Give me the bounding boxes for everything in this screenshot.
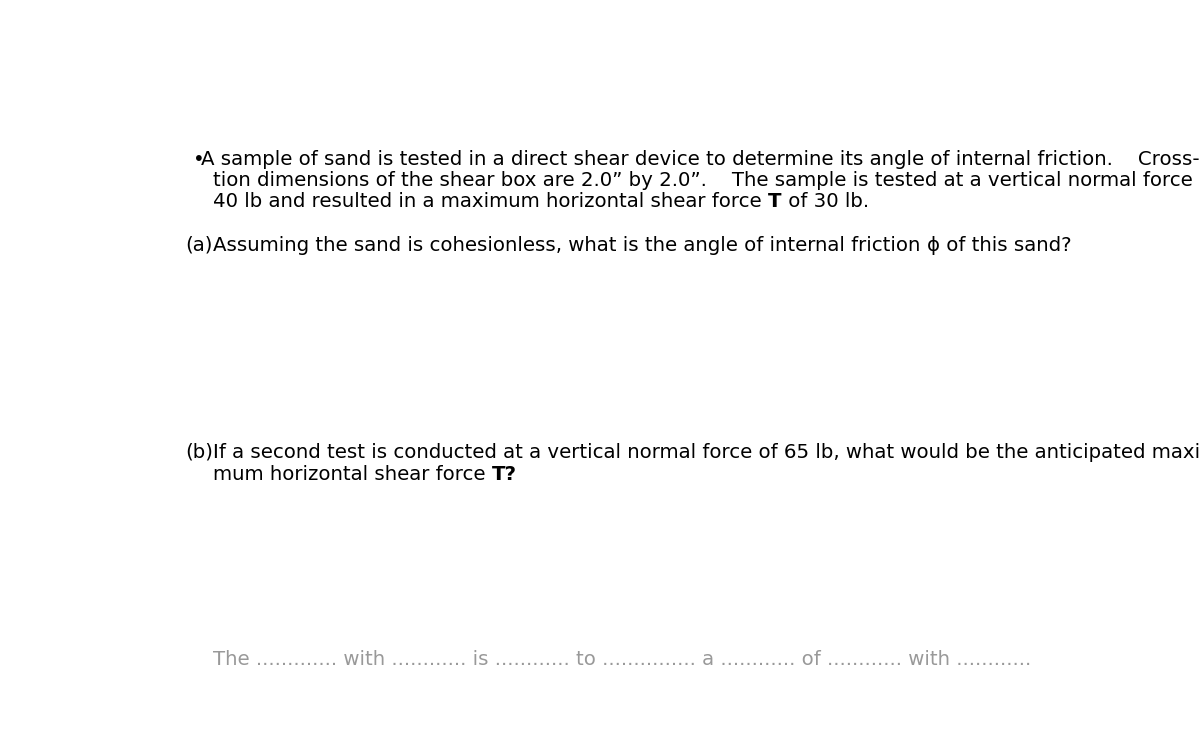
Text: (a): (a) — [185, 236, 212, 255]
Text: mum horizontal shear force: mum horizontal shear force — [214, 465, 492, 483]
Text: of 30 lb.: of 30 lb. — [781, 192, 869, 211]
Text: T?: T? — [492, 465, 517, 483]
Text: The ............. with ............ is ............ to ............... a .......: The ............. with ............ is .… — [214, 650, 1032, 668]
Text: Assuming the sand is cohesionless, what is the angle of internal friction: Assuming the sand is cohesionless, what … — [214, 236, 926, 255]
Text: If a second test is conducted at a vertical normal force of 65 lb, what would be: If a second test is conducted at a verti… — [214, 443, 1200, 462]
Text: (b): (b) — [185, 443, 214, 462]
Text: 40 lb and resulted in a maximum horizontal shear force: 40 lb and resulted in a maximum horizont… — [214, 192, 768, 211]
Text: ϕ: ϕ — [926, 236, 940, 255]
Text: of this sand?: of this sand? — [940, 236, 1072, 255]
Text: A sample of sand is tested in a direct shear device to determine its angle of in: A sample of sand is tested in a direct s… — [202, 150, 1200, 169]
Text: tion dimensions of the shear box are 2.0” by 2.0”.    The sample is tested at a : tion dimensions of the shear box are 2.0… — [214, 171, 1199, 190]
Text: T: T — [768, 192, 781, 211]
Text: •: • — [193, 150, 204, 169]
